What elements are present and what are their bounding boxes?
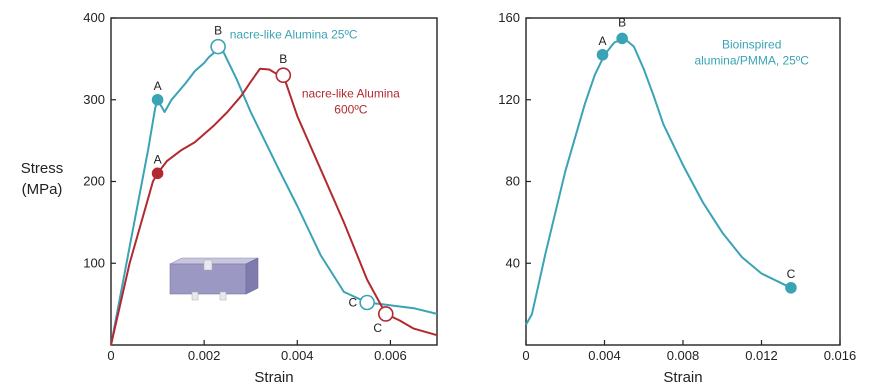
right-x-tick-label: 0.016 xyxy=(824,348,857,363)
right-series-annotation-0: alumina/PMMA, 25ºC xyxy=(694,54,809,68)
right-y-tick-label: 40 xyxy=(506,255,520,270)
left-point-label-B: B xyxy=(279,52,287,66)
right-x-tick-label: 0.008 xyxy=(667,348,700,363)
right-chart: 0 0.004 0.008 0.012 0.016 40 80 120 160 AB C Bioi… xyxy=(498,10,856,386)
left-point-label-C: C xyxy=(373,321,382,335)
left-point-C xyxy=(359,294,375,311)
right-x-axis-title: Strain xyxy=(663,369,702,386)
specimen-illustration xyxy=(169,257,259,301)
right-point-label-B: B xyxy=(618,15,626,29)
left-point-label-A: A xyxy=(154,152,162,166)
left-point-label-B: B xyxy=(214,24,222,38)
left-x-tick-label: 0.004 xyxy=(281,348,314,363)
right-point-label-C: C xyxy=(787,267,796,281)
left-series-annotation-1: nacre-like Alumina xyxy=(302,86,400,100)
left-y-tick-label: 400 xyxy=(83,10,105,25)
left-point-label-A: A xyxy=(154,79,162,93)
left-series-line-1 xyxy=(110,67,438,346)
right-point-C xyxy=(785,281,797,294)
left-x-tick-label: 0.002 xyxy=(188,348,221,363)
right-y-tick-label: 80 xyxy=(506,174,520,189)
right-point-label-A: A xyxy=(599,34,607,48)
right-y-tick-label: 160 xyxy=(498,10,520,25)
left-point-A xyxy=(151,93,164,106)
right-y-tick-label: 120 xyxy=(498,92,520,107)
left-y-tick-label: 100 xyxy=(83,255,105,270)
left-point-A xyxy=(151,167,164,180)
left-x-tick-label: 0.006 xyxy=(374,348,407,363)
left-y-tick-label: 300 xyxy=(83,92,105,107)
right-point-B xyxy=(616,32,628,45)
left-series-annotation-1: 600ºC xyxy=(334,102,367,116)
left-point-B xyxy=(275,67,292,84)
left-series-annotation-0: nacre-like Alumina 25ºC xyxy=(230,27,358,41)
left-plot-frame xyxy=(110,17,438,346)
right-x-tick-label: 0.012 xyxy=(745,348,778,363)
right-series-annotation-0: Bioinspired xyxy=(722,38,781,52)
left-point-B xyxy=(210,38,226,55)
left-chart: 0 0.002 0.004 0.006 100 200 300 400 A B C A B C nacr… xyxy=(21,10,438,386)
left-point-C xyxy=(377,306,394,322)
left-y-axis-title-line2: (MPa) xyxy=(22,181,63,198)
left-x-axis-title: Strain xyxy=(254,369,293,386)
right-x-tick-label: 0.004 xyxy=(588,348,621,363)
left-point-label-C: C xyxy=(348,295,357,309)
left-x-tick-label: 0 xyxy=(107,348,114,363)
left-y-axis-title-line1: Stress xyxy=(21,160,64,177)
right-point-A xyxy=(596,48,609,61)
right-x-tick-label: 0 xyxy=(522,348,529,363)
left-y-tick-label: 200 xyxy=(83,174,105,189)
right-series-line-0 xyxy=(525,37,792,326)
